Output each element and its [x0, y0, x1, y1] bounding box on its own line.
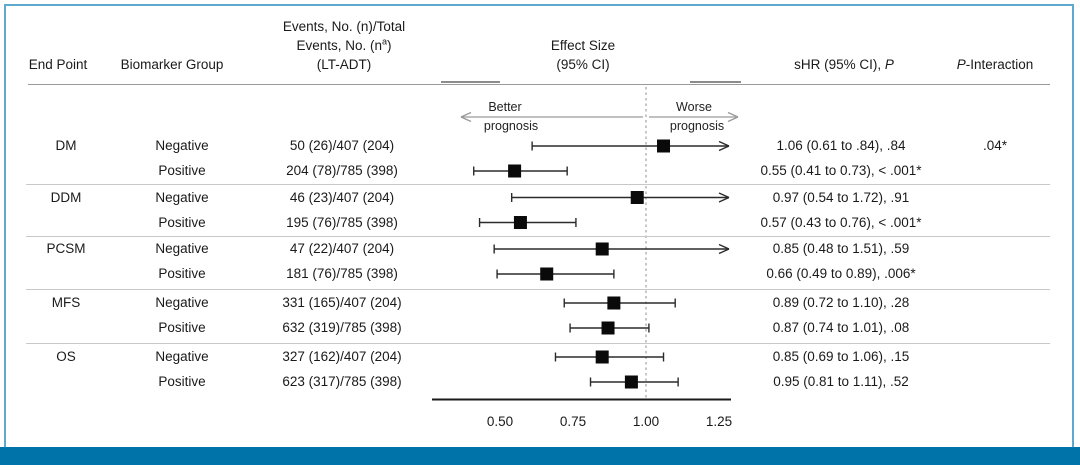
forest-marker [607, 296, 621, 310]
forest-marker [508, 164, 522, 178]
biomarker-header-label: Biomarker Group [120, 57, 224, 72]
column-header-endpoint: End Point [29, 55, 88, 74]
events-cell: 327 (162)/407 (204) [282, 349, 402, 364]
shr-cell: 0.95 (0.81 to 1.11), .52 [773, 374, 909, 389]
endpoint-cell: DDM [50, 189, 82, 205]
column-header-biomarker-group: Biomarker Group [121, 55, 224, 74]
forest-marker [630, 191, 644, 204]
shr-cell: 0.55 (0.41 to 0.73), < .001* [760, 163, 922, 178]
events-header-line2: Events, No. (n [296, 38, 383, 53]
plot-top-border-right [690, 81, 741, 83]
forest-marker [595, 350, 609, 364]
p-interaction-header-label: -Interaction [965, 57, 1034, 72]
header-rule [28, 84, 1050, 85]
events-header-superscript: a [382, 36, 388, 47]
endpoint-cell: OS [56, 349, 76, 364]
worse-prognosis-arrowhead [727, 111, 739, 118]
biomarker-group-cell: Negative [155, 189, 209, 205]
column-header-effect-size: Effect Size (95% CI) [551, 36, 615, 74]
column-header-shr: sHR (95% CI), P [794, 55, 894, 74]
biomarker-group-cell: Negative [155, 349, 209, 364]
events-header-line3: (LT-ADT) [316, 57, 372, 72]
forest-marker [513, 216, 527, 229]
forest-marker [540, 267, 554, 281]
forest-marker [601, 321, 615, 335]
biomarker-group-cell: Positive [158, 320, 206, 335]
events-cell: 50 (26)/407 (204) [289, 138, 395, 153]
biomarker-group-cell: Negative [155, 295, 209, 310]
shr-cell: 0.85 (0.48 to 1.51), .59 [772, 241, 910, 256]
shr-cell: 0.85 (0.69 to 1.06), .15 [772, 349, 910, 364]
shr-header-p: P [884, 57, 894, 72]
group-separator [26, 288, 1050, 290]
events-cell: 181 (76)/785 (398) [286, 266, 398, 281]
column-header-p-interaction: P-Interaction [957, 55, 1034, 74]
ci-offscale-arrowhead [718, 243, 730, 250]
group-separator [26, 342, 1050, 344]
better-prognosis-arrowhead [460, 116, 472, 123]
x-axis-tick-label: 1.25 [705, 414, 733, 429]
effect-size-header-line2: (95% CI) [556, 57, 610, 72]
biomarker-group-cell: Negative [155, 241, 209, 256]
worse-prognosis-arrowhead [727, 116, 739, 123]
shr-cell: 0.97 (0.54 to 1.72), .91 [772, 189, 910, 205]
plot-top-border-left [441, 81, 500, 83]
endpoint-cell: DM [55, 138, 77, 153]
biomarker-group-cell: Negative [155, 138, 209, 153]
ci-offscale-arrowhead [718, 145, 730, 152]
ci-offscale-arrowhead [718, 248, 730, 255]
shr-cell: 0.87 (0.74 to 1.01), .08 [772, 320, 910, 335]
events-cell: 623 (317)/785 (398) [282, 374, 402, 389]
group-separator [26, 184, 1050, 185]
p-interaction-header-p: P [956, 57, 966, 72]
ci-offscale-arrowhead [718, 196, 730, 203]
ci-offscale-arrowhead [718, 192, 730, 199]
x-axis-tick-label: 1.00 [632, 414, 660, 429]
events-header-line1: Events, No. (n)/Total [282, 19, 406, 34]
biomarker-group-cell: Positive [158, 163, 206, 178]
biomarker-group-cell: Positive [158, 266, 206, 281]
shr-header-label: sHR (95% CI), [794, 57, 885, 72]
biomarker-group-cell: Positive [158, 374, 206, 389]
bottom-accent-bar [0, 447, 1080, 465]
endpoint-cell: PCSM [46, 241, 86, 256]
shr-cell: 0.57 (0.43 to 0.76), < .001* [760, 214, 922, 230]
events-header-line2-close: ) [387, 38, 392, 53]
forest-marker [657, 139, 671, 153]
endpoint-cell: MFS [51, 295, 81, 310]
biomarker-group-cell: Positive [158, 214, 206, 230]
shr-cell: 1.06 (0.61 to .84), .84 [776, 138, 906, 153]
events-cell: 632 (319)/785 (398) [282, 320, 402, 335]
events-cell: 195 (76)/785 (398) [286, 214, 398, 230]
effect-size-header-line1: Effect Size [550, 38, 616, 53]
shr-cell: 0.66 (0.49 to 0.89), .006* [766, 266, 916, 281]
x-axis-tick-label: 0.50 [486, 414, 514, 429]
worse-prognosis-label-bottom: prognosis [669, 119, 725, 133]
p-interaction-cell: .04* [982, 138, 1008, 153]
events-cell: 204 (78)/785 (398) [286, 163, 398, 178]
better-prognosis-arrowhead [460, 111, 472, 118]
better-prognosis-label-top: Better [488, 100, 522, 114]
forest-marker [624, 375, 638, 389]
endpoint-header-label: End Point [28, 57, 88, 72]
events-cell: 46 (23)/407 (204) [289, 189, 395, 205]
events-cell: 47 (22)/407 (204) [289, 241, 395, 256]
group-separator [26, 236, 1050, 237]
ci-offscale-arrowhead [718, 140, 730, 147]
forest-marker [595, 242, 609, 256]
x-axis-tick-label: 0.75 [559, 414, 587, 429]
column-header-events: Events, No. (n)/Total Events, No. (na) (… [283, 17, 405, 74]
worse-prognosis-label-top: Worse [676, 100, 712, 114]
events-cell: 331 (165)/407 (204) [282, 295, 402, 310]
shr-cell: 0.89 (0.72 to 1.10), .28 [772, 295, 910, 310]
better-prognosis-label-bottom: prognosis [483, 119, 539, 133]
